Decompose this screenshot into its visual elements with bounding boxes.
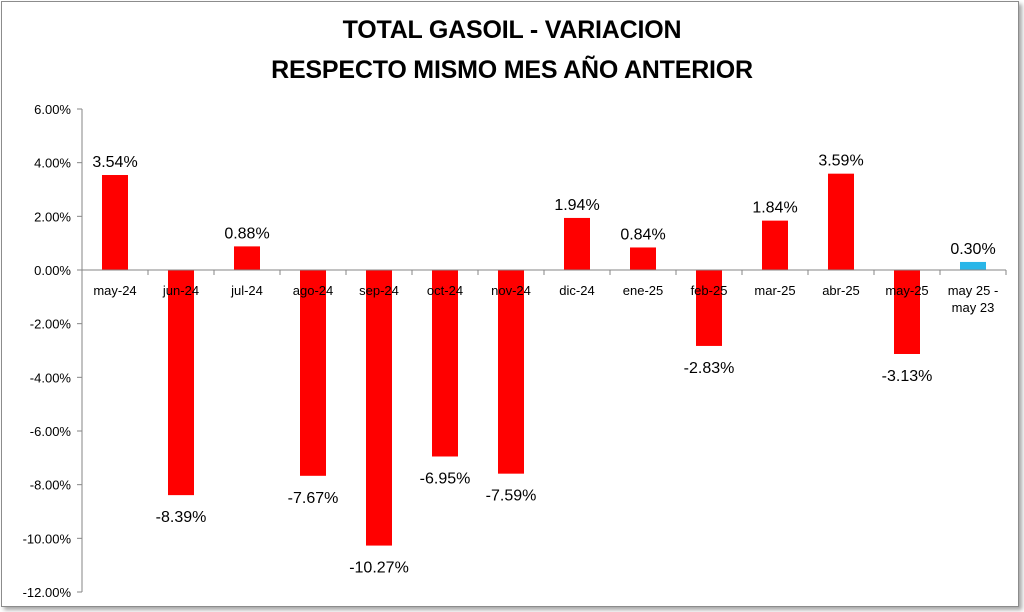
- bar-ago-24: [300, 270, 326, 476]
- y-tick-label: -2.00%: [30, 317, 72, 332]
- data-label: -3.13%: [882, 368, 933, 385]
- y-tick-label: -12.00%: [23, 585, 72, 600]
- data-label: -8.39%: [156, 509, 207, 526]
- bar-may25-may23: [960, 261, 986, 270]
- chart-title-line-2: RESPECTO MISMO MES AÑO ANTERIOR: [271, 56, 753, 84]
- data-label: 3.54%: [92, 154, 137, 171]
- bar-mar-25: [762, 220, 788, 270]
- data-label: -10.27%: [349, 560, 409, 577]
- data-label: 1.94%: [554, 197, 599, 214]
- x-category-label: nov-24: [491, 283, 531, 298]
- y-tick-label: -6.00%: [30, 424, 72, 439]
- data-label: 0.84%: [620, 226, 665, 243]
- x-category-label: abr-25: [822, 283, 860, 298]
- x-category-label: may-24: [93, 283, 136, 298]
- x-category-label: oct-24: [427, 283, 463, 298]
- y-tick-label: 0.00%: [34, 263, 71, 278]
- y-tick-label: -10.00%: [23, 531, 72, 546]
- x-category-label: may 25 -: [948, 283, 999, 298]
- y-tick-label: 4.00%: [34, 156, 71, 171]
- bar-jun-24: [168, 270, 194, 496]
- x-category-label: mar-25: [754, 283, 795, 298]
- bar-feb-25: [696, 270, 722, 346]
- chart-title-line-1: TOTAL GASOIL - VARIACION: [342, 16, 682, 44]
- x-category-label: sep-24: [359, 283, 399, 298]
- bar-abr-25: [828, 173, 854, 270]
- data-label: -7.59%: [486, 488, 537, 505]
- data-label: 0.30%: [950, 241, 995, 258]
- x-category-label: ene-25: [623, 283, 663, 298]
- x-category-label: ago-24: [293, 283, 333, 298]
- x-category-label: may 23: [952, 300, 995, 315]
- data-label: -2.83%: [684, 360, 735, 377]
- data-label: -7.67%: [288, 490, 339, 507]
- bar-sep-24: [366, 270, 392, 546]
- y-tick-label: 6.00%: [34, 102, 71, 117]
- x-category-label: dic-24: [559, 283, 594, 298]
- y-tick-label: 2.00%: [34, 209, 71, 224]
- data-label: 1.84%: [752, 200, 797, 217]
- data-label: 0.88%: [224, 225, 269, 242]
- bar-jul-24: [234, 246, 260, 270]
- bar-ene-25: [630, 247, 656, 270]
- bar-oct-24: [432, 270, 458, 457]
- data-label: -6.95%: [420, 470, 471, 487]
- bar-may-24: [102, 175, 128, 270]
- data-label: 3.59%: [818, 153, 863, 170]
- x-category-label: jul-24: [230, 283, 263, 298]
- bar-may-25: [894, 270, 920, 354]
- x-category-label: feb-25: [691, 283, 728, 298]
- x-category-label: jun-24: [162, 283, 199, 298]
- bar-nov-24: [498, 270, 524, 474]
- x-category-label: may-25: [885, 283, 928, 298]
- y-tick-label: -4.00%: [30, 370, 72, 385]
- bar-dic-24: [564, 217, 590, 270]
- y-tick-label: -8.00%: [30, 478, 72, 493]
